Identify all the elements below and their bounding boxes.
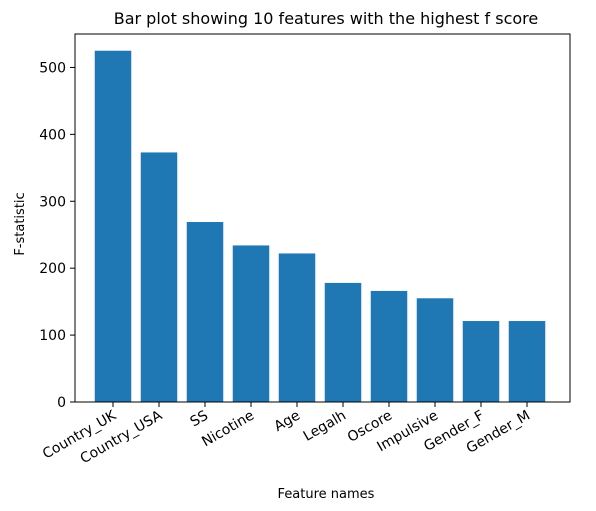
bar-nicotine — [232, 245, 270, 402]
y-tick-label-0: 0 — [57, 395, 66, 411]
y-tick-label-200: 200 — [39, 261, 66, 277]
bar-age — [278, 253, 316, 402]
y-tick-label-100: 100 — [39, 328, 66, 344]
y-tick-label-300: 300 — [39, 194, 66, 210]
bar-ss — [186, 222, 224, 402]
y-axis-label-group: F-statistic — [13, 192, 28, 255]
chart-title: Bar plot showing 10 features with the hi… — [114, 9, 539, 28]
bar-country-usa — [140, 152, 178, 402]
bar-oscore — [370, 290, 408, 402]
y-tick-label-400: 400 — [39, 127, 66, 143]
bar-legalh — [324, 282, 362, 402]
x-tick-label-nicotine: Nicotine — [199, 408, 257, 451]
x-axis-label: Feature names — [278, 487, 375, 502]
x-tick-label-legalh: Legalh — [301, 408, 349, 445]
plot-frame — [74, 33, 571, 403]
bar-impulsive — [416, 298, 454, 402]
y-tick-label-500: 500 — [39, 60, 66, 76]
x-tick-label-ss: SS — [188, 408, 211, 431]
bar-gender-m — [508, 321, 546, 402]
bar-gender-f — [462, 321, 500, 402]
y-axis-label: F-statistic — [13, 192, 28, 255]
x-tick-label-age: Age — [272, 408, 303, 435]
bar-country-uk — [94, 50, 132, 403]
